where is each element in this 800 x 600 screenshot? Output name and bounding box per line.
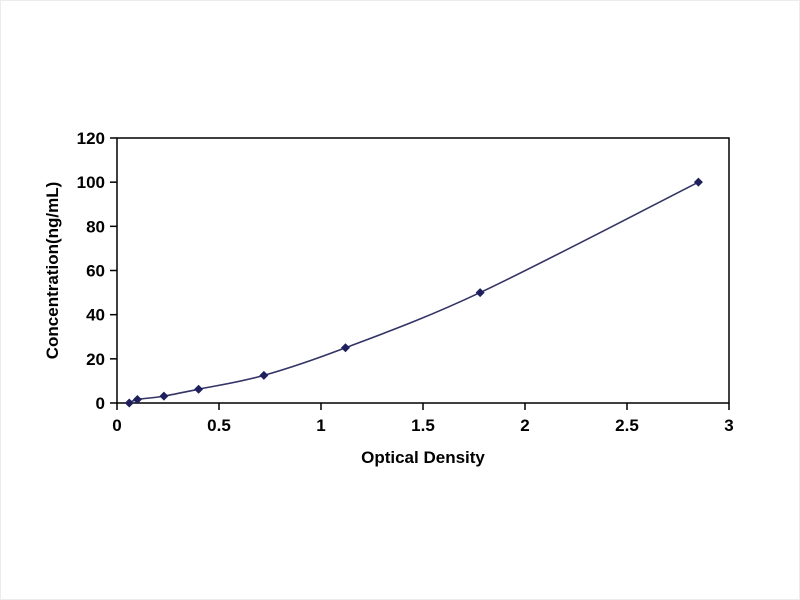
x-tick-label: 1.5 (411, 416, 435, 435)
x-tick-label: 1 (316, 416, 325, 435)
y-tick-label: 100 (77, 173, 105, 192)
data-point-marker (475, 288, 485, 298)
plot-area (116, 137, 730, 404)
data-point-marker (693, 177, 703, 187)
x-tick-label: 2 (520, 416, 529, 435)
y-tick-label: 20 (86, 350, 105, 369)
x-axis-ticks: 0 0.5 1 1.5 2 2.5 3 (112, 403, 734, 435)
data-point-marker (259, 370, 269, 380)
x-tick-label: 0.5 (207, 416, 231, 435)
data-point-marker (124, 398, 134, 408)
data-point-marker (340, 343, 350, 353)
y-tick-label: 60 (86, 262, 105, 281)
y-tick-label: 80 (86, 217, 105, 236)
x-tick-label: 3 (724, 416, 733, 435)
y-tick-label: 0 (96, 394, 105, 413)
data-point-marker (159, 391, 169, 401)
y-axis-title: Concentration(ng/mL) (43, 182, 62, 360)
data-point-marker (194, 384, 204, 394)
standard-curve-line (128, 181, 699, 404)
x-tick-label: 0 (112, 416, 121, 435)
y-axis-ticks: 0 20 40 60 80 100 120 (77, 129, 117, 413)
x-axis-title: Optical Density (361, 448, 485, 467)
y-tick-label: 120 (77, 129, 105, 148)
y-tick-label: 40 (86, 306, 105, 325)
x-tick-label: 2.5 (615, 416, 639, 435)
data-point-markers (124, 177, 703, 408)
data-point-marker (132, 395, 142, 405)
